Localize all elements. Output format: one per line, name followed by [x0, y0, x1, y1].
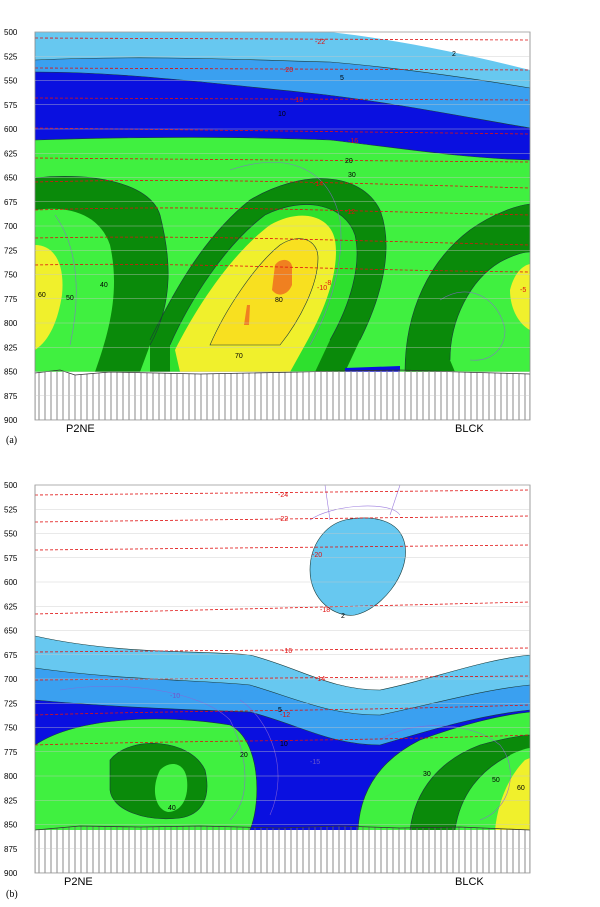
y-tick-label: 650 [4, 627, 18, 636]
y-tick-label: 875 [4, 845, 18, 854]
isotherm-label: -12 [345, 209, 355, 216]
y-tick-label: 900 [4, 416, 18, 425]
contour-fill-5 [35, 57, 530, 128]
y-tick-label: 525 [4, 52, 18, 61]
y-tick-label: 625 [4, 602, 18, 611]
panel-b-contour-labels: 2 5 10 20 30 40 50 60 -24 -22 -20 -18 -1… [168, 492, 525, 812]
isotherm-label: -22 [278, 516, 288, 523]
y-tick-label: 900 [4, 869, 18, 878]
contour-label-50: 50 [492, 777, 500, 784]
station-label-right: BLCK [455, 876, 484, 888]
station-label-left: P2NE [64, 876, 93, 888]
y-tick-label: 725 [4, 699, 18, 708]
station-label-right: BLCK [455, 423, 484, 435]
y-tick-label: 550 [4, 77, 18, 86]
terrain [35, 825, 530, 873]
isotherm-label: -5 [520, 287, 526, 294]
y-tick-label: 800 [4, 772, 18, 781]
isotherm-label: -16 [348, 138, 358, 145]
station-label-left: P2NE [66, 423, 95, 435]
panel-label-b: (b) [6, 889, 18, 900]
y-tick-label: 800 [4, 319, 18, 328]
isotherm-label: -14 [315, 676, 325, 683]
contour-label-5: 5 [340, 75, 344, 82]
y-tick-label: 825 [4, 343, 18, 352]
y-tick-label: 850 [4, 821, 18, 830]
y-tick-label: 575 [4, 101, 18, 110]
isotherm-label: -20 [283, 67, 293, 74]
y-tick-label: 850 [4, 368, 18, 377]
panel-a [35, 32, 530, 420]
y-tick-label: 500 [4, 28, 18, 37]
contour-label-80: 80 [275, 297, 283, 304]
contour-label-10: 10 [280, 741, 288, 748]
y-tick-label: 875 [4, 392, 18, 401]
y-tick-label: 550 [4, 530, 18, 539]
contour-label-2: 2 [452, 51, 456, 58]
contour-fill-10 [35, 72, 530, 160]
y-tick-label: 700 [4, 675, 18, 684]
y-tick-label: 600 [4, 125, 18, 134]
isotherm-label: -12 [280, 712, 290, 719]
panel-b [35, 485, 530, 873]
contour-fill-50-right [450, 252, 530, 372]
contour-fill-2-blob [309, 517, 406, 616]
isotherm-label: -20 [312, 552, 322, 559]
isotherm-label: -22 [315, 39, 325, 46]
contour-fill-2 [35, 32, 530, 88]
contour-label-40: 40 [100, 282, 108, 289]
contour-label-5: 5 [278, 707, 282, 714]
contour-label-20: 20 [240, 752, 248, 759]
y-tick-label: 650 [4, 174, 18, 183]
isotherm-label: -16 [282, 648, 292, 655]
y-tick-label: 750 [4, 724, 18, 733]
contour-label-30: 30 [423, 771, 431, 778]
contour-label-60: 60 [517, 785, 525, 792]
contour-fill-60-left [35, 245, 63, 350]
contour-label-70: 70 [235, 353, 243, 360]
contour-label-50: 50 [66, 295, 74, 302]
isotherm-label: -14 [313, 181, 323, 188]
contour-label-40: 40 [168, 805, 176, 812]
panel-label-a: (a) [6, 435, 17, 446]
contour-fill-80-center [272, 259, 292, 295]
contour-label-10: 10 [278, 111, 286, 118]
y-tick-label: 750 [4, 271, 18, 280]
contour-label-2: 2 [341, 613, 345, 620]
y-tick-label: 825 [4, 796, 18, 805]
isotherm-label: -18 [320, 607, 330, 614]
panel-a-contour-labels: 2 5 10 20 30 40 50 60 70 80 -22 -20 -18 … [38, 39, 526, 360]
isotherm-label: -24 [278, 492, 288, 499]
y-tick-label: 725 [4, 246, 18, 255]
y-tick-label: 700 [4, 222, 18, 231]
contour-label-30: 30 [348, 172, 356, 179]
isotherm-label: -15 [310, 759, 320, 766]
isotherm-label: -18 [293, 97, 303, 104]
isotherm-label: -8 [325, 280, 331, 287]
contour-label-20: 20 [345, 158, 353, 165]
y-tick-label: 775 [4, 748, 18, 757]
y-tick-label: 625 [4, 149, 18, 158]
y-tick-label: 775 [4, 295, 18, 304]
y-tick-label: 525 [4, 505, 18, 514]
y-tick-label: 675 [4, 198, 18, 207]
terrain [35, 369, 530, 420]
isotherm-label: -10 [170, 693, 180, 700]
y-tick-label: 575 [4, 554, 18, 563]
isotherm-label: -10 [317, 285, 327, 292]
y-tick-label: 600 [4, 578, 18, 587]
contour-label-60: 60 [38, 292, 46, 299]
y-tick-label: 675 [4, 651, 18, 660]
y-tick-label: 500 [4, 481, 18, 490]
